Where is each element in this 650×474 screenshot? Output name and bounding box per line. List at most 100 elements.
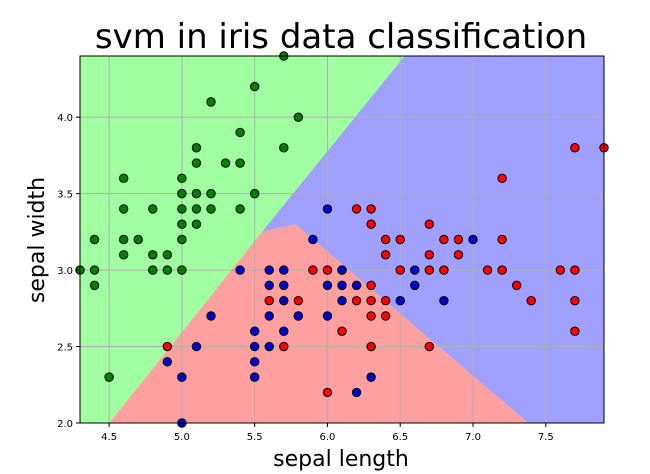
point-setosa-25 (118, 234, 129, 245)
point-virginica-8 (264, 280, 274, 291)
point-virginica-22 (249, 326, 260, 336)
point-setosa-10 (118, 173, 129, 184)
point-setosa-9 (235, 158, 245, 168)
point-versicolor-11 (424, 250, 435, 260)
point-setosa-28 (118, 250, 129, 260)
point-versicolor-0 (497, 173, 507, 184)
point-versicolor-27 (380, 295, 391, 306)
point-versicolor-6 (395, 234, 405, 245)
point-versicolor-22 (322, 265, 333, 275)
point-setosa-16 (118, 204, 129, 214)
point-setosa-22 (177, 219, 187, 229)
point-virginica-29 (177, 372, 187, 382)
point-versicolor-8 (453, 234, 464, 245)
point-setosa-29 (148, 250, 158, 260)
x-tick-label-1: 5.0 (174, 432, 190, 443)
point-virginica-5 (279, 265, 289, 275)
point-setosa-4 (235, 127, 245, 138)
point-versicolor-28 (526, 295, 536, 306)
region-virginica (261, 56, 604, 423)
point-virginica-7 (235, 265, 245, 275)
data-points (75, 51, 609, 428)
point-setosa-12 (191, 188, 202, 199)
point-virginica-25 (264, 341, 274, 352)
point-setosa-26 (133, 234, 143, 245)
point-virginica-6 (337, 265, 347, 275)
point-virginica-17 (439, 295, 449, 306)
point-versicolor-2 (366, 204, 376, 214)
point-virginica-32 (351, 387, 362, 398)
point-versicolor-30 (264, 295, 274, 306)
point-versicolor-31 (293, 295, 304, 306)
point-virginica-30 (249, 372, 260, 382)
point-setosa-13 (206, 188, 216, 199)
point-versicolor-41 (322, 387, 333, 398)
point-versicolor-19 (555, 265, 566, 275)
x-tick-label-2: 5.5 (247, 432, 263, 443)
point-versicolor-25 (351, 295, 362, 306)
x-tick-label-4: 6.5 (392, 432, 408, 443)
point-setosa-7 (191, 158, 202, 168)
point-versicolor-42 (570, 143, 580, 153)
point-versicolor-17 (482, 265, 493, 275)
point-versicolor-33 (380, 311, 391, 321)
point-versicolor-20 (570, 265, 580, 275)
x-tick-label-0: 4.5 (101, 432, 117, 443)
y-tick-label-4: 4.0 (57, 113, 73, 124)
point-virginica-15 (337, 295, 347, 306)
point-versicolor-13 (366, 280, 376, 291)
point-virginica-19 (264, 311, 274, 321)
point-versicolor-37 (279, 341, 289, 352)
y-tick-label-3: 3.5 (57, 190, 73, 201)
region-setosa-wedge (80, 56, 405, 423)
plot-frame (79, 55, 605, 424)
point-versicolor-35 (337, 326, 347, 336)
point-virginica-27 (162, 357, 173, 367)
point-setosa-19 (191, 204, 202, 214)
chart-title: svm in iris data classification (95, 17, 587, 57)
point-setosa-32 (89, 265, 100, 275)
point-setosa-34 (162, 265, 173, 275)
y-tick-label-1: 2.5 (57, 343, 73, 354)
point-versicolor-29 (570, 295, 580, 306)
point-setosa-17 (148, 204, 158, 214)
point-versicolor-36 (570, 326, 580, 336)
x-tick-label-5: 7.0 (465, 432, 481, 443)
point-versicolor-7 (439, 234, 449, 245)
point-versicolor-15 (424, 265, 435, 275)
point-versicolor-14 (395, 265, 405, 275)
point-setosa-23 (191, 219, 202, 229)
decision-regions (80, 56, 604, 423)
plot-area (75, 51, 609, 428)
x-axis-ticks: 4.5 5.0 5.5 6.0 6.5 7.0 7.5 (101, 423, 554, 443)
point-versicolor-12 (453, 250, 464, 260)
y-tick-label-2: 3.0 (57, 266, 73, 277)
point-setosa-20 (206, 204, 216, 214)
point-versicolor-16 (439, 265, 449, 275)
point-virginica-28 (249, 357, 260, 367)
point-setosa-6 (279, 143, 289, 153)
point-virginica-24 (249, 341, 260, 352)
point-setosa-36 (89, 280, 100, 291)
point-virginica-2 (468, 234, 478, 245)
point-versicolor-18 (497, 265, 507, 275)
point-versicolor-32 (366, 311, 376, 321)
point-versicolor-5 (380, 234, 391, 245)
point-versicolor-9 (497, 234, 507, 245)
point-virginica-21 (322, 311, 333, 321)
point-versicolor-3 (366, 219, 376, 229)
y-tick-label-0: 2.0 (57, 419, 73, 430)
point-setosa-18 (177, 204, 187, 214)
point-setosa-30 (162, 250, 173, 260)
point-virginica-26 (191, 341, 202, 352)
point-virginica-4 (264, 265, 274, 275)
y-axis-label: sepal width (25, 177, 50, 303)
point-versicolor-40 (162, 341, 173, 352)
y-axis-ticks: 2.0 2.5 3.0 3.5 4.0 (57, 113, 80, 430)
point-virginica-23 (279, 326, 289, 336)
point-setosa-15 (177, 188, 187, 199)
point-versicolor-26 (366, 295, 376, 306)
point-setosa-3 (293, 112, 304, 122)
point-versicolor-38 (366, 341, 376, 352)
